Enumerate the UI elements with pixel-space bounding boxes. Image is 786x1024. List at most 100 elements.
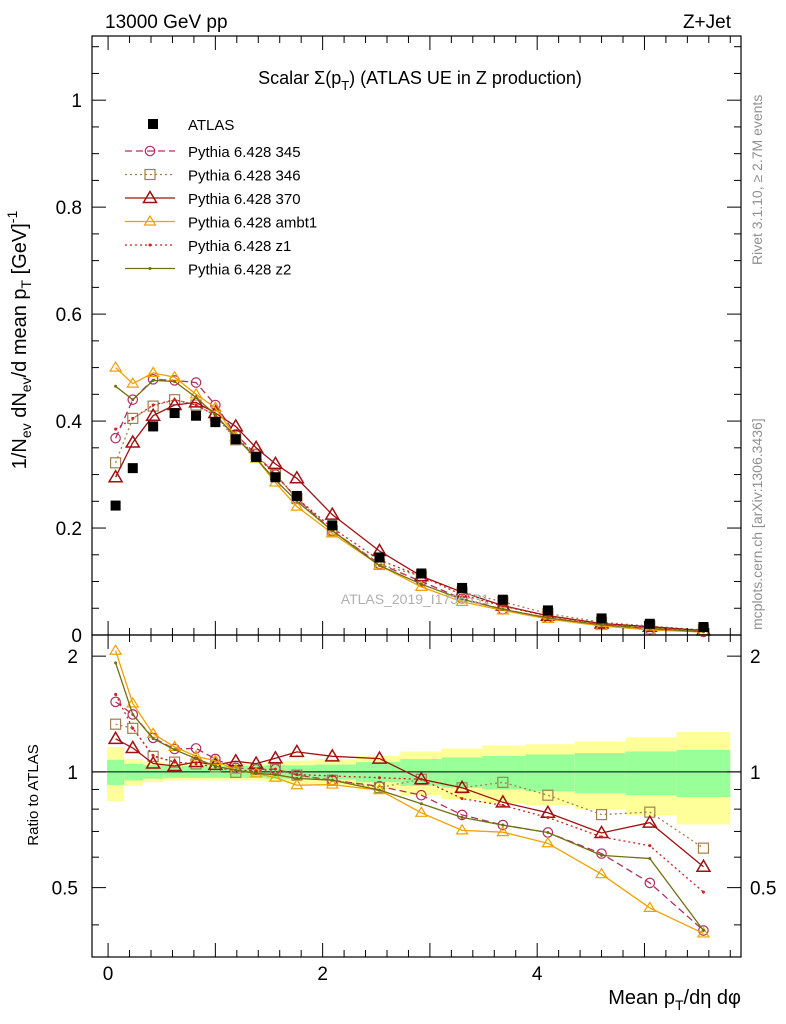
marker-dot [600, 835, 604, 839]
atlas-point [291, 490, 302, 501]
marker-circle [110, 432, 121, 444]
marker-triangle [324, 506, 341, 520]
marker-dot [648, 857, 652, 861]
marker-dot [377, 563, 381, 567]
atlas-point [191, 410, 202, 421]
marker-triangle-small [126, 376, 140, 388]
marker-circle [416, 789, 427, 801]
marker-dot [114, 427, 118, 431]
marker-dot [295, 772, 299, 776]
marker-dot [151, 378, 155, 382]
atlas-point [148, 421, 159, 432]
marker-circle [210, 753, 221, 765]
marker-triangle [289, 470, 305, 484]
marker-triangle-small [290, 778, 304, 790]
marker-dot [194, 762, 198, 766]
marker-dot [600, 853, 604, 857]
marker-triangle [107, 730, 124, 745]
y-tick-label: 0.2 [56, 519, 82, 540]
marker-dot [501, 823, 505, 827]
marker-dot [330, 778, 334, 782]
marker-triangle [324, 748, 341, 762]
marker-triangle-small [455, 823, 469, 835]
ratio-tick-label-left: 2 [67, 647, 78, 668]
marker-triangle [227, 753, 244, 767]
marker-square [697, 842, 710, 854]
marker-triangle-small [372, 558, 387, 570]
marker-triangle-small [143, 214, 157, 226]
marker-square [147, 400, 159, 412]
marker-dot [131, 712, 135, 716]
marker-dot [460, 593, 464, 597]
ratio-plot-series [107, 644, 712, 938]
marker-dot [330, 774, 334, 778]
marker-dot [213, 413, 217, 417]
marker-dot [377, 788, 381, 792]
y-tick-label: 0.6 [56, 305, 82, 326]
marker-triangle [289, 743, 305, 758]
process-label: Z+Jet [683, 12, 732, 33]
ratio-tick-label-right: 0.5 [750, 879, 776, 900]
marker-circle [147, 374, 159, 385]
marker-circle [497, 819, 509, 831]
marker-triangle [695, 858, 712, 872]
marker-triangle-small [643, 901, 657, 912]
marker-dot [151, 737, 155, 741]
marker-dot [501, 803, 505, 807]
atlas-point [327, 520, 338, 531]
marker-dot [173, 760, 177, 764]
band-inner [482, 755, 526, 790]
y-tick-label: 0.4 [56, 412, 83, 433]
marker-triangle [142, 190, 158, 204]
marker-dot [114, 661, 118, 665]
band-inner [676, 750, 731, 798]
ratio-line [114, 650, 704, 934]
ratio-line [115, 738, 704, 868]
atlas-point [542, 605, 553, 616]
marker-dot [148, 267, 152, 270]
marker-triangle-small [208, 401, 222, 412]
ratio-series-pythia-6-428-z2 [114, 661, 705, 933]
x-tick-label: 4 [532, 964, 543, 985]
marker-triangle-small [146, 366, 160, 378]
marker-triangle-small [208, 754, 222, 766]
marker-dot [273, 767, 277, 771]
marker-square [109, 457, 122, 469]
marker-dot [600, 623, 604, 627]
marker-triangle-small [496, 825, 510, 837]
atlas-point [210, 417, 221, 428]
marker-dot [701, 929, 705, 933]
marker-dot [295, 776, 299, 780]
marker-triangle [145, 755, 161, 769]
marker-triangle-small [696, 926, 711, 938]
y-tick-label: 0.8 [56, 198, 82, 219]
ratio-series-pythia-6-428-ambt1 [109, 644, 711, 938]
ratio-tick-label-right: 2 [750, 647, 761, 668]
marker-square [127, 722, 139, 734]
marker-square [144, 168, 156, 181]
atlas-point [251, 451, 262, 462]
atlas-point [230, 434, 241, 445]
legend-label: Pythia 6.428 z1 [188, 238, 291, 255]
marker-triangle [124, 434, 141, 448]
ratio-series-pythia-6-428-z1 [114, 692, 705, 894]
y-axis-label: 1/Nev dNev/d mean pT [GeV]-1 [4, 211, 34, 470]
marker-dot [151, 754, 155, 758]
marker-dot [194, 757, 198, 761]
marker-dot [173, 398, 177, 402]
ratio-series-pythia-6-428-345 [110, 696, 709, 936]
marker-dot [460, 815, 464, 819]
marker-circle [644, 877, 656, 889]
marker-dot [194, 396, 198, 400]
band-inner [525, 754, 575, 792]
legend-label: Pythia 6.428 z2 [188, 262, 291, 279]
marker-dot [501, 607, 505, 611]
marker-triangle [166, 757, 183, 772]
marker-dot [114, 384, 118, 388]
marker-circle [127, 709, 139, 720]
marker-triangle-small [325, 777, 339, 789]
plot-frames [91, 35, 742, 958]
marker-triangle-small [109, 644, 123, 655]
marker-dot [648, 844, 652, 848]
marker-dot [148, 243, 152, 247]
